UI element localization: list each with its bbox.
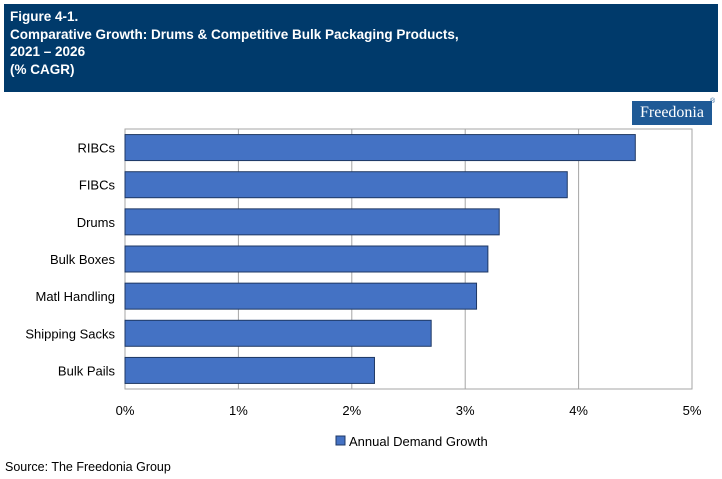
x-tick-label: 5% [683,403,702,418]
freedonia-logo: Freedonia [632,101,712,125]
bar [124,282,478,310]
x-tick-label: 2% [342,403,361,418]
legend-swatch [335,435,346,446]
category-label: Bulk Pails [58,363,116,378]
x-tick-label: 4% [569,403,588,418]
figure-header: Figure 4-1. Comparative Growth: Drums & … [4,4,718,92]
bar [124,171,568,199]
source-note: Source: The Freedonia Group [5,460,171,474]
legend-label: Annual Demand Growth [349,434,488,449]
category-label: FIBCs [79,178,116,193]
figure-unit: (% CAGR) [10,61,75,77]
x-tick-label: 1% [229,403,248,418]
bar [124,356,375,384]
x-tick-label: 3% [456,403,475,418]
category-label: Matl Handling [36,289,116,304]
category-label: RIBCs [77,141,115,156]
figure-title-line-2: 2021 – 2026 [10,44,86,59]
category-label: Drums [77,215,116,230]
category-label: Bulk Boxes [50,252,116,267]
bar [124,134,636,162]
registered-mark: ® [710,98,716,105]
figure-title-line-1: Comparative Growth: Drums & Competitive … [10,26,459,42]
category-label: Shipping Sacks [25,326,115,341]
bar [124,245,489,273]
figure-label: Figure 4-1. [10,9,79,24]
x-tick-label: 0% [116,403,135,418]
bar [124,319,432,347]
bar [124,208,500,236]
